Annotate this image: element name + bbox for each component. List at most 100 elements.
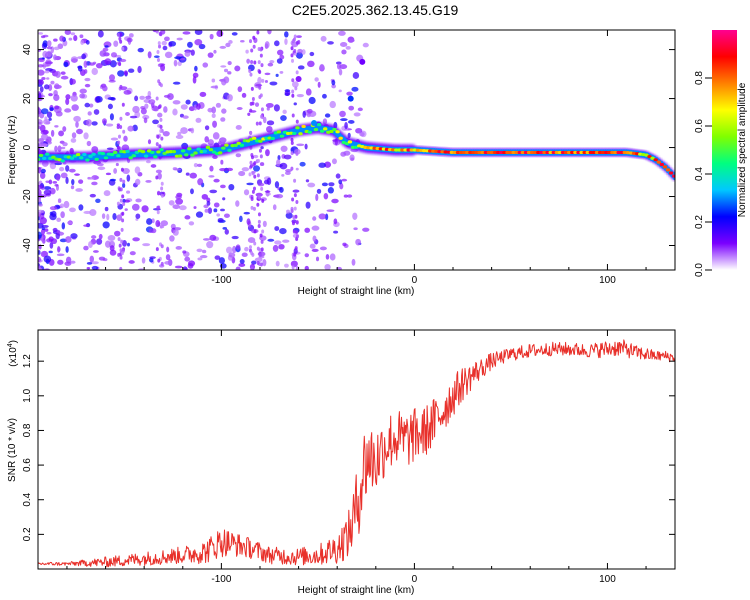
spectrogram-noise-blob — [319, 246, 327, 251]
spectrogram-ridge-core — [548, 150, 553, 155]
spectrogram-noise-blob — [160, 244, 164, 249]
spectrogram-noise-blob — [362, 42, 369, 48]
spectrogram-noise-blob — [279, 227, 287, 235]
spectrogram-noise-blob — [40, 168, 46, 174]
spectrogram-noise-blob — [80, 39, 85, 45]
spectrogram-noise-blob — [273, 104, 280, 112]
spectrogram-noise-blob — [339, 182, 344, 190]
spectrogram-ridge-core — [171, 149, 177, 154]
snr-x-label: Height of straight line (km) — [298, 585, 415, 596]
spectrogram-noise-blob — [150, 164, 157, 168]
spectrogram-noise-blob — [89, 209, 97, 217]
spectrogram-noise-blob — [292, 189, 300, 193]
spectrogram-noise-blob — [227, 61, 232, 66]
spectrogram-noise-blob — [324, 161, 332, 168]
spectrogram-y-axis: -40 -20 0 20 40 — [22, 44, 675, 253]
spectrogram-noise-blob — [276, 49, 284, 56]
spectrogram-noise-blob — [40, 228, 46, 235]
spectrogram-noise-blob — [64, 30, 71, 35]
spectrogram-noise-blob — [222, 227, 228, 230]
spectrogram-noise-blob — [74, 173, 80, 176]
spectrogram-noise-blob — [203, 204, 209, 209]
spectrogram-noise-blob — [329, 253, 336, 261]
spectrogram-ridge-core — [38, 153, 44, 158]
spectrogram-noise-blob — [58, 130, 65, 137]
spectrogram-noise-blob — [259, 93, 263, 98]
spectrogram-noise-blob — [119, 248, 123, 253]
spectrogram-noise-blob — [231, 32, 238, 36]
spectrogram-noise-blob — [172, 81, 181, 85]
spectrogram-noise-blob — [312, 235, 317, 242]
spectrogram-noise-blob — [97, 30, 104, 38]
spectrogram-noise-blob — [92, 250, 99, 253]
spectrogram-noise-blob — [334, 138, 338, 146]
spectrogram-noise-blob — [325, 213, 329, 221]
spectrogram-ridge-core — [146, 149, 152, 153]
spectrogram-noise-blob — [235, 244, 241, 250]
x-tick-label: -100 — [211, 574, 231, 585]
spectrogram-noise-blob — [78, 179, 84, 184]
spectrogram-noise-blob — [102, 85, 108, 92]
spectrogram-noise-blob — [297, 65, 305, 70]
spectrogram-noise-blob — [101, 213, 106, 220]
spectrogram-noise-blob — [338, 179, 343, 185]
spectrogram-noise-blob — [266, 120, 275, 126]
spectrogram-ridge-core — [270, 136, 275, 141]
spectrogram-ridge-core — [180, 149, 186, 153]
spectrogram-ridge-core — [471, 150, 476, 155]
spectrogram-noise-blob — [167, 93, 174, 100]
spectrogram-noise-blob — [266, 106, 270, 111]
spectrogram-noise-blob — [340, 118, 348, 122]
spectrogram-noise-blob — [249, 164, 253, 169]
spectrogram-noise-blob — [145, 95, 152, 100]
spectrogram-noise-blob — [202, 238, 211, 241]
spectrogram-noise-blob — [260, 247, 264, 252]
y-tick-label: 1.2 — [22, 354, 33, 368]
spectrogram-noise-blob — [39, 86, 44, 93]
spectrogram-noise-blob — [42, 40, 48, 48]
spectrogram-noise-blob — [290, 166, 294, 171]
spectrogram-noise-blob — [54, 125, 59, 128]
colorbar-gradient — [712, 30, 737, 270]
spectrogram-noise-blob — [128, 260, 135, 264]
spectrogram-noise-blob — [188, 106, 195, 112]
spectrogram-noise-blob — [41, 133, 49, 141]
spectrogram-noise-blob — [295, 167, 299, 171]
spectrogram-noise-blob — [159, 129, 163, 134]
spectrogram-noise-blob — [295, 200, 299, 205]
spectrogram-noise-blob — [291, 58, 295, 63]
spectrogram-noise-blob — [104, 240, 111, 248]
spectrogram-noise-blob — [353, 112, 361, 117]
spectrogram-noise-blob — [238, 171, 246, 177]
spectrogram-noise-blob — [61, 222, 66, 230]
spectrogram-noise-blob — [103, 190, 111, 197]
spectrogram-noise-blob — [283, 154, 292, 160]
spectrogram-noise-blob — [204, 208, 209, 213]
spectrogram-ridge-core — [409, 148, 414, 152]
spectrogram-noise-blob — [53, 38, 58, 42]
spectrogram-noise-blob — [195, 211, 204, 218]
spectrogram-noise-blob — [296, 234, 300, 239]
spectrogram-noise-blob — [291, 93, 295, 98]
spectrogram-noise-blob — [216, 30, 224, 38]
y-tick-label: 0 — [22, 144, 33, 150]
spectrogram-noise-blob — [60, 211, 65, 219]
spectrogram-ridge-core — [597, 150, 603, 155]
spectrogram-ridge-core — [662, 165, 668, 169]
spectrogram-ridge-core — [150, 150, 155, 154]
spectrogram-ridge-core — [350, 145, 356, 149]
spectrogram-noise-blob — [297, 48, 303, 54]
spectrogram-noise-blob — [71, 178, 75, 186]
spectrogram-noise-blob — [182, 266, 188, 270]
spectrogram-noise-blob — [311, 248, 319, 253]
spectrogram-noise-blob — [319, 63, 325, 71]
spectrogram-noise-blob — [116, 125, 120, 130]
spectrogram-noise-blob — [280, 145, 288, 152]
spectrogram-ridge-core — [539, 150, 544, 155]
spectrogram-noise-blob — [213, 202, 220, 208]
spectrogram-noise-blob — [355, 127, 363, 134]
spectrogram-noise-blob — [293, 49, 297, 54]
spectrogram-ridge-core — [125, 149, 130, 154]
spectrogram-noise-blob — [53, 94, 60, 102]
spectrogram-ridge-core — [551, 150, 556, 155]
